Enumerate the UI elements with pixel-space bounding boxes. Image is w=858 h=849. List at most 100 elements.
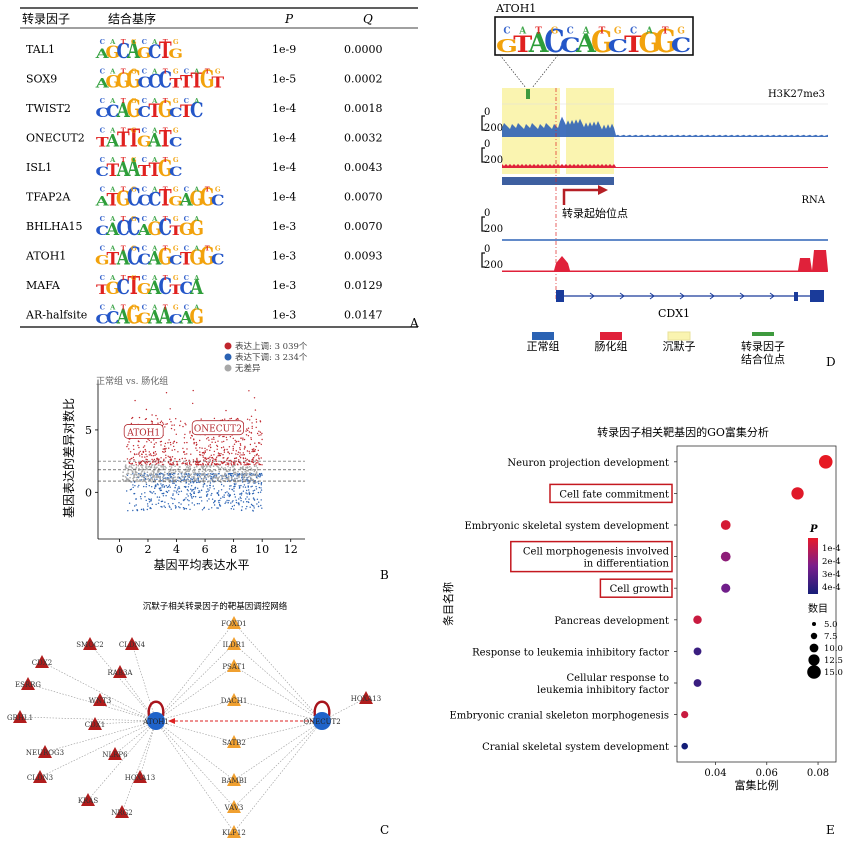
de-point (165, 447, 167, 450)
de-point (244, 457, 247, 459)
ns-point (145, 464, 147, 466)
ns-point (154, 464, 156, 466)
de-point (183, 486, 186, 488)
de-point (209, 459, 211, 461)
de-point (194, 461, 197, 463)
motif-base: C (169, 164, 182, 180)
de-point (192, 488, 195, 491)
de-point (192, 459, 195, 461)
ns-point (184, 464, 187, 466)
de-point (249, 506, 251, 508)
scale-bracket (481, 147, 485, 163)
ns-point (122, 475, 124, 477)
de-point (155, 503, 157, 506)
ns-point (203, 474, 205, 477)
de-point (247, 482, 249, 484)
de-point (136, 453, 138, 455)
de-point (170, 477, 172, 479)
motif-base-minor: G (173, 245, 179, 253)
x-tick-label: 6 (202, 543, 209, 556)
de-point (222, 462, 224, 465)
ns-point (203, 477, 206, 479)
enrichment-dot (791, 487, 804, 500)
silencer-bar (502, 177, 614, 185)
de-point (131, 457, 133, 460)
motif-base-minor: C (142, 304, 147, 312)
motif-base: T (180, 249, 193, 269)
de-point (229, 418, 231, 420)
motif-base-minor: G (131, 127, 137, 135)
de-point (253, 489, 256, 491)
q-value: 0.0070 (344, 191, 383, 204)
de-point (139, 455, 141, 457)
legend-label: 正常组 (527, 339, 560, 353)
de-point (168, 484, 171, 486)
motif-base-minor: A (151, 68, 158, 76)
panel-letter: E (826, 823, 835, 837)
de-point (236, 440, 238, 443)
ns-point (206, 474, 209, 477)
de-point (126, 490, 128, 492)
de-point (198, 461, 201, 463)
ns-point (251, 469, 253, 471)
legend-swatch (600, 332, 622, 340)
motif-base-minor: T (599, 26, 606, 36)
de-point (174, 449, 176, 451)
motif-base-minor: A (151, 215, 158, 223)
de-point (238, 498, 240, 500)
de-point (206, 495, 208, 497)
ns-point (247, 470, 249, 472)
ns-point (177, 475, 179, 478)
motif-base: A (137, 221, 152, 239)
hub-node (313, 712, 331, 730)
scale-max: 200 (484, 155, 503, 166)
de-point (246, 450, 249, 452)
exon (556, 290, 564, 302)
de-point (169, 441, 172, 444)
edges (19, 622, 367, 833)
de-point (169, 474, 171, 476)
de-point (164, 442, 167, 445)
de-point (161, 500, 164, 502)
ns-point (235, 472, 237, 474)
de-point (191, 489, 193, 491)
de-point (255, 445, 257, 448)
de-point (162, 473, 164, 475)
ns-point (141, 466, 143, 469)
highlight-box (549, 483, 673, 504)
de-point (153, 439, 155, 441)
de-point (239, 452, 241, 454)
enrichment-dot (720, 551, 731, 562)
de-point (141, 493, 143, 495)
de-point (259, 431, 262, 433)
de-point (145, 458, 147, 460)
de-point (163, 505, 165, 507)
ns-point (181, 475, 184, 478)
de-point (193, 443, 195, 445)
de-point (222, 454, 224, 456)
de-point (225, 436, 228, 439)
motif-base: T (180, 101, 193, 121)
motif-base-minor: C (184, 68, 189, 76)
de-point (159, 421, 162, 424)
ns-point (145, 465, 147, 468)
ns-point (168, 481, 171, 483)
gene-node-label: HOXA13 (125, 774, 155, 782)
de-point (153, 458, 156, 461)
de-point (217, 500, 220, 502)
ns-point (146, 478, 148, 481)
ns-point (244, 471, 246, 473)
ns-point (127, 472, 130, 475)
de-point (184, 498, 186, 501)
de-point (215, 460, 218, 462)
de-point (182, 425, 184, 428)
de-point (134, 399, 136, 402)
legend-p-label: 3e-4 (822, 570, 841, 580)
motif-base-minor: C (142, 68, 147, 76)
de-point (208, 508, 210, 510)
de-point (145, 499, 147, 502)
ns-point (143, 471, 146, 473)
ns-point (189, 467, 192, 470)
de-point (173, 424, 175, 426)
de-point (256, 460, 259, 462)
